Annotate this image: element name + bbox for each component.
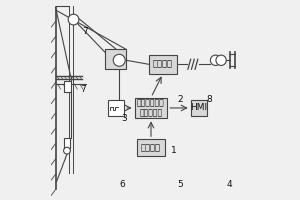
Text: 7: 7 [81,85,86,94]
Text: 1: 1 [171,146,177,155]
Circle shape [113,54,125,66]
Text: 传动系统: 传动系统 [153,60,173,69]
Text: 3: 3 [121,114,127,123]
Circle shape [64,147,70,154]
Text: HMI: HMI [190,103,207,112]
Bar [105,49,126,69]
Bar [137,139,165,156]
Circle shape [216,55,226,65]
Text: 闸控失效监测
保护控制柜: 闸控失效监测 保护控制柜 [137,98,165,118]
Text: 2: 2 [177,95,183,104]
Text: 7: 7 [82,27,88,36]
Bar [135,98,167,118]
Bar [108,100,124,116]
Text: 4: 4 [226,180,232,189]
Bar [64,138,70,148]
Circle shape [210,55,221,65]
Bar [148,55,177,74]
Circle shape [68,14,79,25]
Text: 5: 5 [177,180,183,189]
Text: 6: 6 [119,180,125,189]
Text: 闸控系统: 闸控系统 [141,143,161,152]
Text: 8: 8 [207,95,212,104]
Bar [191,100,207,116]
Bar [64,81,71,92]
